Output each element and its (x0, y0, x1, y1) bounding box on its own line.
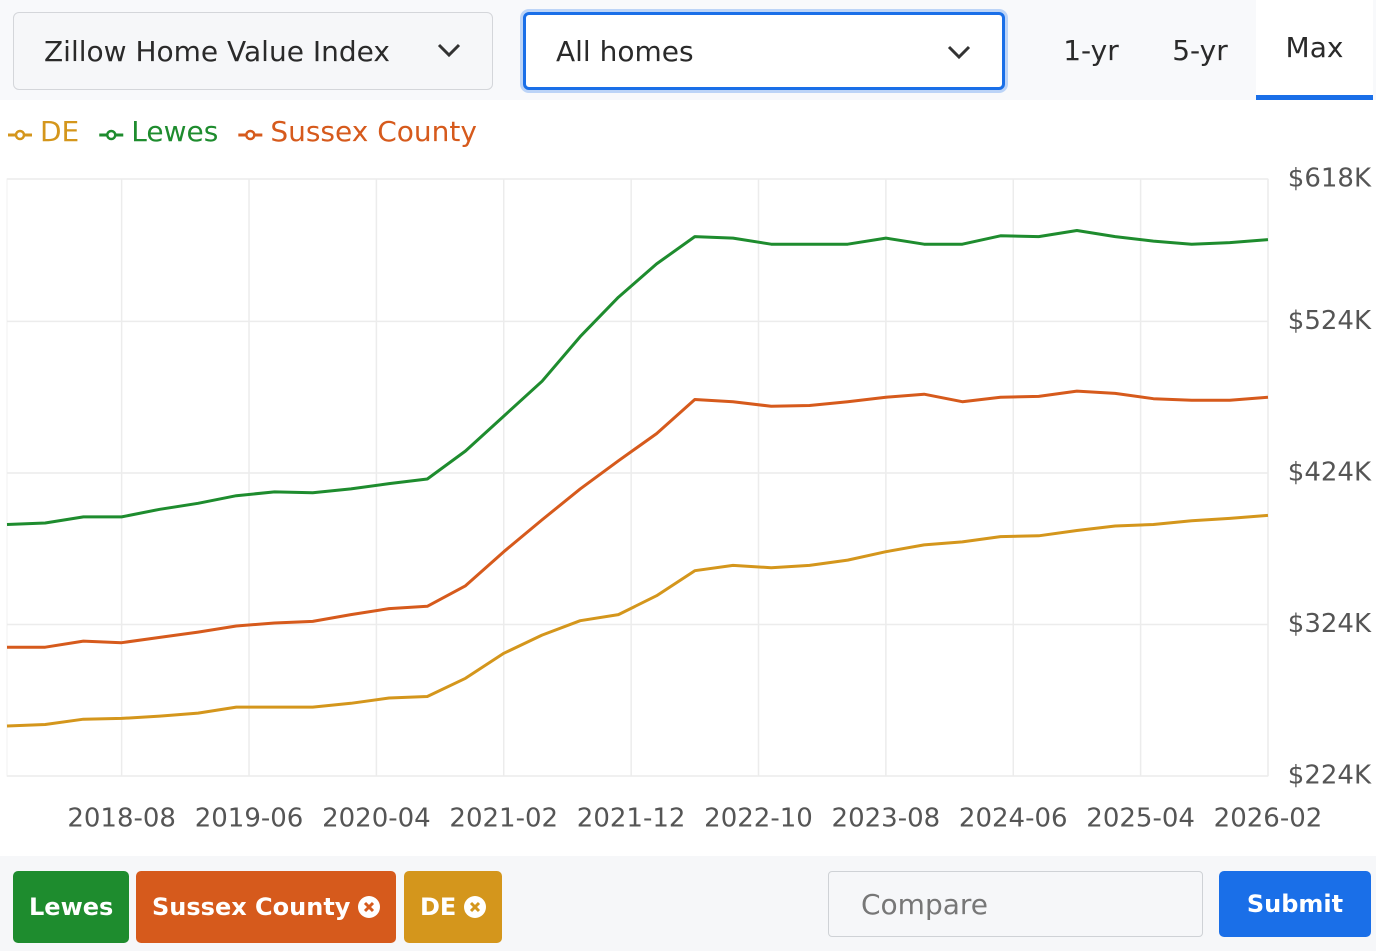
x-tick-label: 2022-10 (704, 804, 813, 834)
x-tick-label: 2025-04 (1086, 804, 1195, 834)
location-chip[interactable]: Sussex County (136, 871, 397, 943)
legend-label: Lewes (131, 115, 218, 148)
button-label: Submit (1246, 890, 1344, 918)
compare-bar: Lewes Sussex County DE Compare Submit (0, 856, 1376, 951)
x-glyph (470, 901, 481, 913)
home-type-dropdown[interactable]: All homes (523, 12, 1005, 90)
tab-label: 5-yr (1172, 33, 1228, 67)
x-tick-label: 2026-02 (1214, 804, 1323, 834)
toolbar: Zillow Home Value Index All homes 1-yr 5-… (0, 0, 1376, 100)
chip-label: Lewes (29, 893, 114, 921)
x-tick-label: 2018-08 (67, 804, 176, 834)
chip-label: Sussex County (152, 893, 351, 921)
legend-label: Sussex County (270, 115, 477, 148)
chevron (437, 43, 461, 58)
remove-icon[interactable] (358, 896, 381, 918)
dropdown-label: All homes (556, 34, 694, 68)
y-tick-label: $524K (1288, 306, 1372, 336)
x-tick-label: 2021-02 (449, 804, 558, 834)
tab-label: Max (1285, 31, 1344, 64)
y-tick-label: $224K (1288, 761, 1372, 791)
x-glyph (364, 901, 375, 913)
plot-area (6, 178, 1269, 777)
series-line (7, 389, 1269, 649)
x-tick-label: 2023-08 (832, 804, 941, 834)
dropdown-label: Zillow Home Value Index (44, 34, 390, 68)
y-tick-label: $424K (1288, 457, 1372, 487)
legend-marker (106, 129, 117, 141)
tab-label: 1-yr (1063, 33, 1119, 67)
range-tab[interactable]: 5-yr (1145, 0, 1255, 100)
location-chip[interactable]: Lewes (13, 871, 130, 943)
legend-label: DE (40, 115, 79, 148)
series-line (6, 229, 1269, 526)
location-chip[interactable]: DE (404, 871, 503, 943)
series-line (6, 513, 1269, 728)
chart: $224K $324K $424K $524K $618K 2018-08 2019-06 2… (6, 115, 1372, 834)
x-tick-label: 2019-06 (195, 804, 304, 834)
y-tick-label: $618K (1288, 164, 1372, 194)
chip-label: DE (420, 893, 457, 921)
submit-button[interactable]: Submit (1219, 871, 1371, 937)
legend-marker (245, 129, 256, 141)
y-tick-label: $324K (1288, 609, 1372, 639)
metric-dropdown[interactable]: Zillow Home Value Index (13, 12, 493, 90)
chevron (947, 45, 971, 60)
x-tick-label: 2021-12 (577, 804, 686, 834)
x-tick-label: 2024-06 (959, 804, 1068, 834)
legend-marker (14, 129, 26, 141)
remove-icon[interactable] (464, 896, 487, 918)
x-tick-label: 2020-04 (322, 804, 431, 834)
compare-input[interactable]: Compare (828, 871, 1203, 937)
range-tab[interactable]: 1-yr (1035, 0, 1147, 100)
placeholder: Compare (861, 887, 989, 921)
range-tab[interactable]: Max (1256, 0, 1373, 100)
